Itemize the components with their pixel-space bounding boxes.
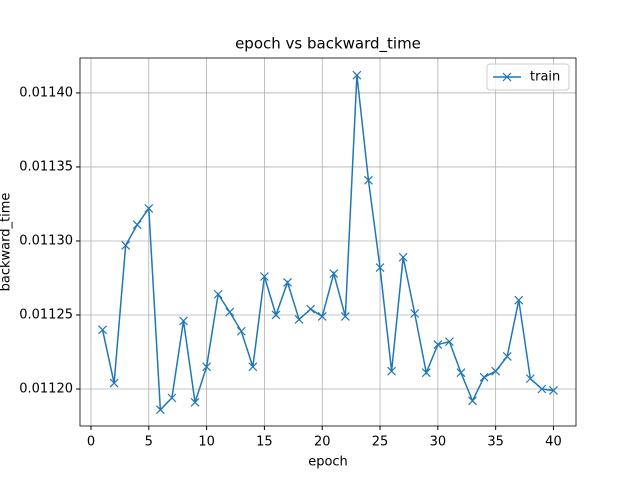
data-point	[410, 309, 420, 318]
data-point	[514, 295, 524, 305]
data-point	[306, 304, 316, 314]
x-tick-label: 15	[256, 435, 273, 450]
chart-title: epoch vs backward_time	[235, 35, 421, 54]
data-point	[375, 263, 385, 273]
y-tick-label: 0.01125	[19, 307, 73, 322]
data-point	[421, 368, 431, 378]
x-tick-label: 40	[545, 435, 562, 450]
x-tick-label: 30	[430, 435, 447, 450]
y-tick-label: 0.01130	[19, 233, 73, 248]
y-tick-label: 0.01140	[19, 85, 73, 100]
data-point	[329, 269, 339, 278]
data-point	[491, 366, 501, 376]
data-point	[248, 362, 258, 372]
data-point	[121, 240, 131, 250]
y-axis-label: backward_time	[0, 193, 14, 292]
y-tick-label: 0.01120	[19, 381, 73, 396]
x-tick-label: 20	[314, 435, 331, 450]
x-tick-label: 25	[372, 435, 389, 450]
data-point	[144, 203, 154, 213]
data-point	[98, 325, 107, 335]
data-point	[317, 312, 327, 321]
data-point	[109, 378, 119, 388]
data-point	[225, 307, 235, 317]
data-point	[167, 393, 177, 403]
data-point	[502, 352, 512, 361]
legend-label: train	[530, 70, 560, 85]
data-point	[468, 396, 477, 406]
data-point	[294, 314, 304, 324]
data-point	[456, 368, 466, 378]
data-point	[179, 316, 188, 326]
x-tick-label: 0	[87, 435, 95, 450]
data-line	[101, 75, 554, 412]
x-axis-label: epoch	[308, 455, 348, 470]
data-point	[213, 289, 223, 299]
x-tick-label: 35	[487, 435, 504, 450]
data-point	[283, 277, 292, 287]
data-point	[479, 372, 489, 382]
x-tick-label: 10	[198, 435, 215, 450]
data-point	[387, 366, 397, 376]
legend-marker	[502, 72, 512, 82]
data-point	[190, 397, 200, 407]
data-point	[433, 340, 443, 350]
data-point	[340, 312, 350, 321]
plot-frame	[79, 57, 577, 427]
data-point	[236, 326, 246, 336]
data-point	[549, 386, 558, 395]
data-point	[271, 310, 281, 320]
data-point	[398, 252, 408, 262]
data-point	[364, 175, 373, 185]
data-point	[444, 337, 454, 347]
x-tick-label: 5	[145, 435, 153, 450]
data-point	[537, 384, 547, 394]
data-point	[525, 374, 535, 384]
data-point	[352, 70, 362, 80]
data-point	[132, 220, 142, 230]
y-tick-label: 0.01135	[19, 159, 73, 174]
data-point	[259, 272, 269, 281]
data-point	[202, 362, 212, 372]
data-point	[155, 405, 165, 415]
legend-box	[486, 63, 570, 91]
